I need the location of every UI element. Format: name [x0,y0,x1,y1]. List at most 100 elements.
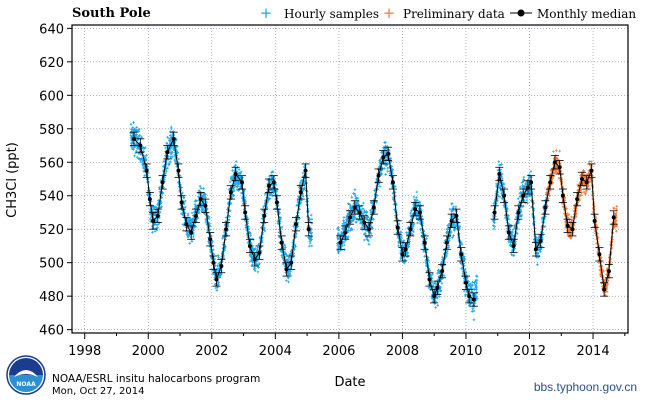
median-point [516,210,521,215]
median-point [243,210,248,215]
x-tick-label: 2006 [322,344,355,359]
legend-hourly: + Hourly samples [260,4,379,22]
legend-hourly-marker: + [260,4,273,22]
x-tick-label: 2008 [386,344,419,359]
median-point [131,136,136,141]
median-point [343,230,348,235]
median-point [371,205,376,210]
plot-frame [71,24,629,334]
median-point [179,200,184,205]
median-point [352,205,357,210]
median-point [606,269,611,274]
median-point [381,155,386,160]
legend-hourly-label: Hourly samples [284,7,379,21]
median-point [262,213,267,218]
median-point [171,136,176,141]
median-point [589,168,594,173]
median-point [533,247,538,252]
median-point [565,223,570,228]
median-point [214,277,219,282]
median-point [543,205,548,210]
y-tick-label: 480 [39,290,64,305]
y-tick-label: 560 [39,156,64,171]
median-point [403,247,408,252]
median-point [570,227,575,232]
median-point [289,260,294,265]
y-tick-label: 460 [39,324,64,339]
x-tick-label: 2004 [259,344,292,359]
median-point [529,180,534,185]
noaa-logo-text: NOAA [16,381,36,388]
median-point [390,180,395,185]
legend-median: Monthly median [510,7,636,21]
median-point [602,287,607,292]
median-line-segment [340,153,475,300]
median-point [233,171,238,176]
median-point [422,240,427,245]
median-point [155,213,160,218]
median-point [497,171,502,176]
y-tick-label: 520 [39,223,64,238]
median-point [284,267,289,272]
median-point [279,240,284,245]
median-point [271,180,276,185]
median-point [198,197,203,202]
median-point [386,151,391,156]
median-point [138,143,143,148]
median-point [471,297,476,302]
legend-preliminary-marker: + [383,4,396,22]
x-tick-label: 2002 [195,344,228,359]
median-point [511,243,516,248]
legend-median-marker [517,9,525,17]
median-point [193,213,198,218]
x-tick-label: 2010 [449,344,482,359]
median-point [147,197,152,202]
legend-preliminary: + Preliminary data [383,4,505,22]
x-tick-label: 1998 [68,344,101,359]
y-tick-label: 580 [39,123,64,138]
y-axis-label: CH3Cl (ppt) [5,142,20,218]
median-point [560,193,565,198]
median-point [144,168,149,173]
median-point [408,227,413,232]
median-point [506,230,511,235]
median-point [293,222,298,227]
median-point [449,218,454,223]
median-point [219,264,224,269]
median-point [440,269,445,274]
monthly-median-series [129,131,618,307]
median-point [432,294,437,299]
x-tick-label: 2014 [577,344,610,359]
median-point [298,190,303,195]
median-point [362,220,367,225]
legend-preliminary-label: Preliminary data [403,7,505,21]
median-point [502,193,507,198]
median-point [459,252,464,257]
sample-markers [545,149,619,298]
y-axis-ticks: 460 480 500 520 540 560 580 600 620 640 [39,22,72,339]
gridlines [72,25,628,333]
median-point [552,160,557,165]
median-point [538,238,543,243]
median-point [467,294,472,299]
median-point [592,218,597,223]
median-point [203,203,208,208]
noaa-logo-icon: NOAA [6,355,46,395]
median-point [224,227,229,232]
median-point [348,215,352,220]
y-tick-label: 600 [39,89,64,104]
legend: + Hourly samples + Preliminary data Mont… [260,4,637,22]
median-point [597,252,602,257]
median-point [413,207,418,212]
median-point [575,197,580,202]
median-point [357,210,362,215]
median-point [427,277,432,282]
median-point [521,193,526,198]
median-point [548,180,553,185]
median-point [492,210,497,215]
credit-program: NOAA/ESRL insitu halocarbons program [52,373,261,385]
median-point [165,150,170,155]
x-axis-label: Date [334,375,365,390]
median-point [247,243,252,248]
median-point [306,227,311,232]
